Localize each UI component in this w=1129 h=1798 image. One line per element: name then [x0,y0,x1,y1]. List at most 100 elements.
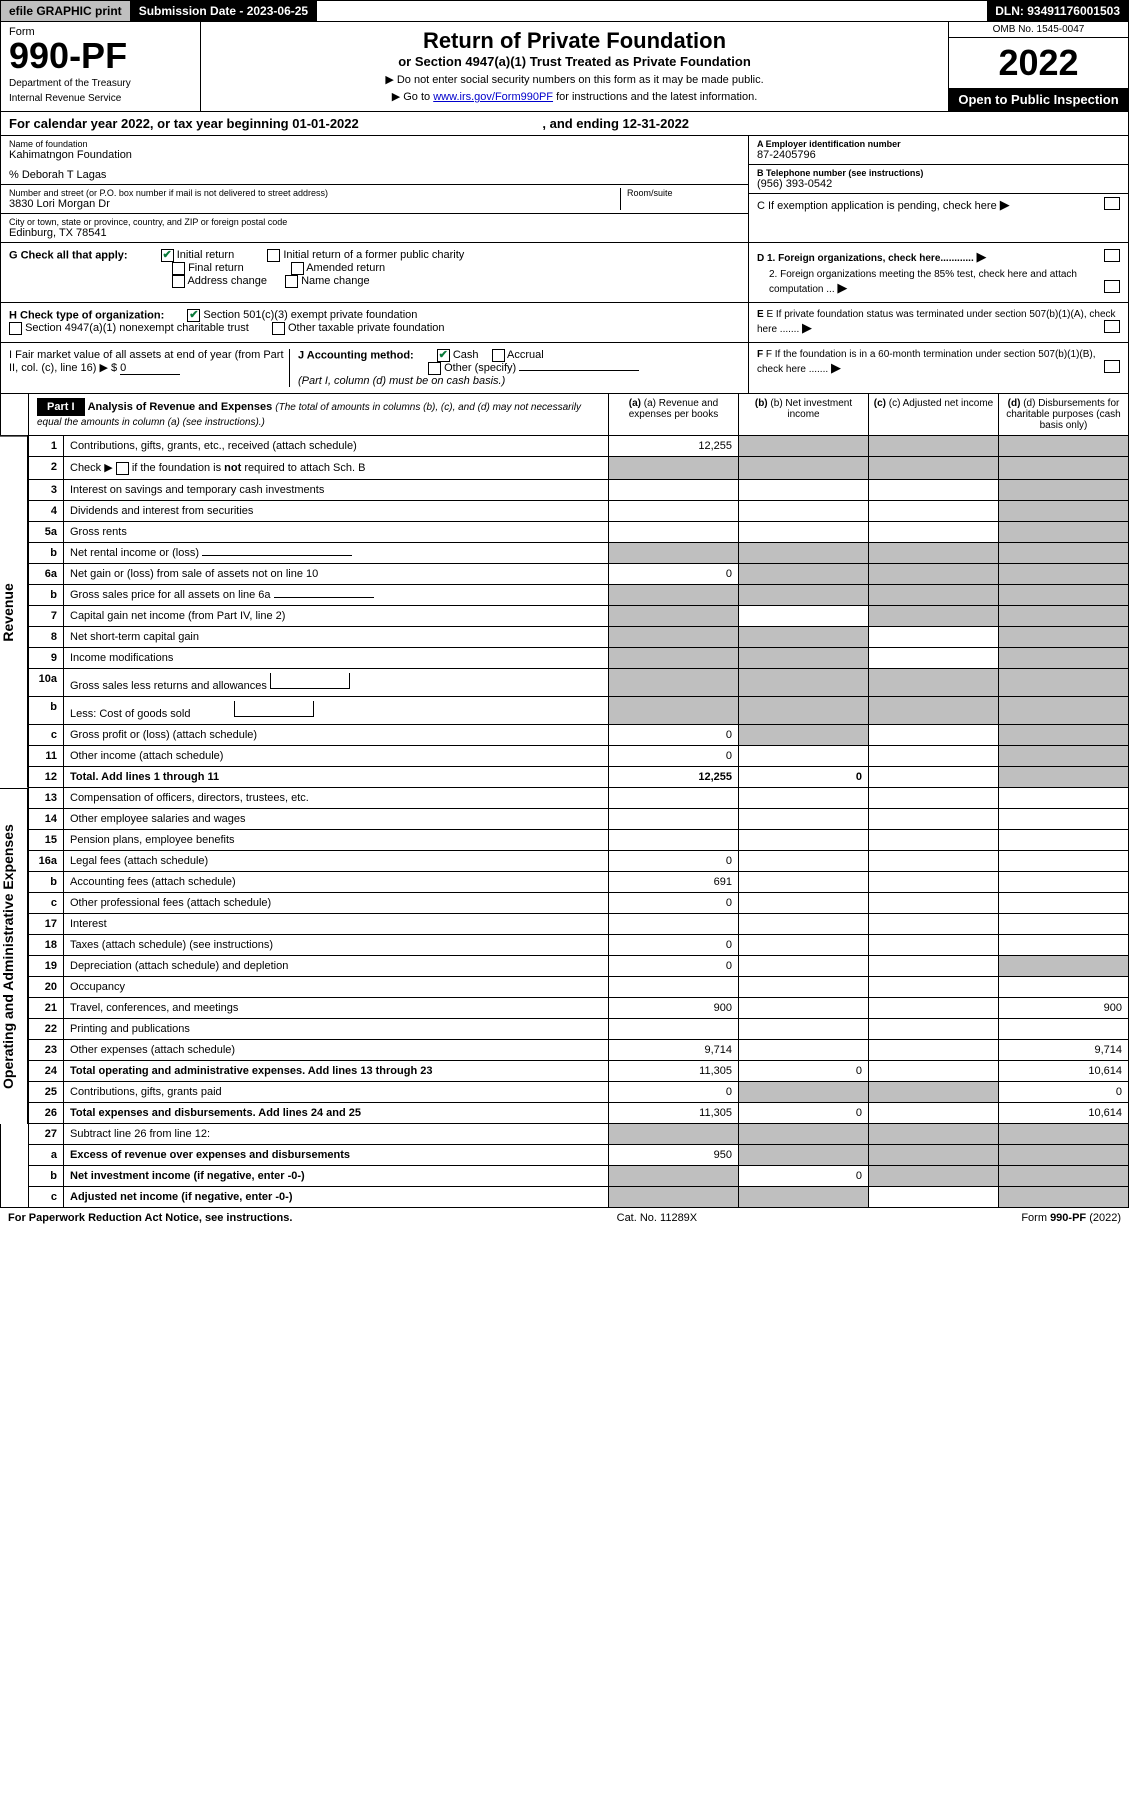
table-row: 22Printing and publications [29,1018,1129,1039]
revenue-label: Revenue [0,436,28,788]
table-row: 6aNet gain or (loss) from sale of assets… [29,563,1129,584]
section-c-checkbox[interactable] [1104,197,1120,210]
table-row: 14Other employee salaries and wages [29,808,1129,829]
final-return-checkbox[interactable] [172,262,185,275]
section-c-label: C If exemption application is pending, c… [757,200,997,212]
j-label: J Accounting method: [298,349,414,361]
table-row: 1Contributions, gifts, grants, etc., rec… [29,436,1129,457]
form-subtitle: or Section 4947(a)(1) Trust Treated as P… [207,54,942,69]
net-section: 27Subtract line 26 from line 12: aExcess… [0,1124,1129,1208]
table-row: bAccounting fees (attach schedule)691 [29,871,1129,892]
cash-checkbox[interactable]: ✔ [437,349,450,362]
d1-checkbox[interactable] [1104,249,1120,262]
footer-mid: Cat. No. 11289X [617,1212,698,1224]
ein: 87-2405796 [757,149,1120,161]
name-label: Name of foundation [9,139,740,149]
city-label: City or town, state or province, country… [9,217,740,227]
501c3-checkbox[interactable]: ✔ [187,309,200,322]
col-c-header: (c) (c) Adjusted net income [868,394,998,435]
foundation-name: Kahimatngon Foundation [9,149,740,161]
table-row: cOther professional fees (attach schedul… [29,892,1129,913]
table-row: bGross sales price for all assets on lin… [29,584,1129,605]
table-row: 2Check ▶ if the foundation is not requir… [29,457,1129,480]
street-address: 3830 Lori Morgan Dr [9,198,620,210]
table-row: 23Other expenses (attach schedule)9,7149… [29,1039,1129,1060]
col-a-header: (a) (a) Revenue and expenses per books [608,394,738,435]
dept-irs: Internal Revenue Service [9,93,192,104]
revenue-section: Revenue 1Contributions, gifts, grants, e… [0,436,1129,788]
table-row: aExcess of revenue over expenses and dis… [29,1144,1129,1165]
part1-title: Analysis of Revenue and Expenses [88,401,273,413]
entity-info: Name of foundation Kahimatngon Foundatio… [0,136,1129,243]
efile-print-button[interactable]: efile GRAPHIC print [1,1,131,21]
table-row: 24Total operating and administrative exp… [29,1060,1129,1081]
col-d-header: (d) (d) Disbursements for charitable pur… [998,394,1128,435]
tax-year: 2022 [949,38,1128,88]
fmv-value: 0 [120,362,180,375]
g-label: G Check all that apply: [9,249,128,261]
table-row: 5aGross rents [29,521,1129,542]
top-bar: efile GRAPHIC print Submission Date - 20… [0,0,1129,22]
table-row: cGross profit or (loss) (attach schedule… [29,724,1129,745]
part1-header-row: Part I Analysis of Revenue and Expenses … [0,394,1129,436]
table-row: 11Other income (attach schedule)0 [29,745,1129,766]
table-row: 15Pension plans, employee benefits [29,829,1129,850]
table-row: 17Interest [29,913,1129,934]
net-table: 27Subtract line 26 from line 12: aExcess… [28,1124,1129,1208]
footer-right: Form 990-PF (2022) [1021,1212,1121,1224]
amended-return-checkbox[interactable] [291,262,304,275]
table-row: 25Contributions, gifts, grants paid00 [29,1081,1129,1102]
dept-treasury: Department of the Treasury [9,78,192,89]
form-header: Form 990-PF Department of the Treasury I… [0,22,1129,112]
table-row: cAdjusted net income (if negative, enter… [29,1186,1129,1207]
table-row: 3Interest on savings and temporary cash … [29,479,1129,500]
ein-label: A Employer identification number [757,139,1120,149]
phone: (956) 393-0542 [757,178,1120,190]
phone-label: B Telephone number (see instructions) [757,168,1120,178]
instructions-link[interactable]: www.irs.gov/Form990PF [433,91,553,103]
section-ij-row: I Fair market value of all assets at end… [0,343,1129,394]
expenses-table: 13Compensation of officers, directors, t… [28,788,1129,1124]
table-row: bNet rental income or (loss) [29,542,1129,563]
revenue-table: 1Contributions, gifts, grants, etc., rec… [28,436,1129,788]
footer-left: For Paperwork Reduction Act Notice, see … [8,1212,292,1224]
initial-former-checkbox[interactable] [267,249,280,262]
h-label: H Check type of organization: [9,309,164,321]
initial-return-checkbox[interactable]: ✔ [161,249,174,262]
f-label: F If the foundation is in a 60-month ter… [757,349,1096,375]
table-row: 19Depreciation (attach schedule) and dep… [29,955,1129,976]
form-title: Return of Private Foundation [207,28,942,54]
part1-label: Part I [37,398,85,416]
f-checkbox[interactable] [1104,360,1120,373]
table-row: 10aGross sales less returns and allowanc… [29,668,1129,696]
calendar-year-row: For calendar year 2022, or tax year begi… [0,112,1129,136]
section-h-row: H Check type of organization: ✔ Section … [0,303,1129,343]
city-state-zip: Edinburg, TX 78541 [9,227,740,239]
page-footer: For Paperwork Reduction Act Notice, see … [0,1208,1129,1228]
accrual-checkbox[interactable] [492,349,505,362]
table-row: 7Capital gain net income (from Part IV, … [29,605,1129,626]
table-row: 20Occupancy [29,976,1129,997]
address-change-checkbox[interactable] [172,275,185,288]
table-row: 16aLegal fees (attach schedule)0 [29,850,1129,871]
table-row: 13Compensation of officers, directors, t… [29,788,1129,809]
expenses-label: Operating and Administrative Expenses [0,788,28,1124]
schb-checkbox[interactable] [116,462,129,475]
table-row: 21Travel, conferences, and meetings90090… [29,997,1129,1018]
open-inspection: Open to Public Inspection [949,88,1128,111]
name-change-checkbox[interactable] [285,275,298,288]
section-g-row: G Check all that apply: ✔ Initial return… [0,243,1129,303]
4947-checkbox[interactable] [9,322,22,335]
other-taxable-checkbox[interactable] [272,322,285,335]
table-row: 9Income modifications [29,647,1129,668]
j-note: (Part I, column (d) must be on cash basi… [298,375,505,387]
col-b-header: (b) (b) Net investment income [738,394,868,435]
table-row: 4Dividends and interest from securities [29,500,1129,521]
expenses-section: Operating and Administrative Expenses 13… [0,788,1129,1124]
d2-checkbox[interactable] [1104,280,1120,293]
table-row: 27Subtract line 26 from line 12: [29,1124,1129,1145]
other-method-checkbox[interactable] [428,362,441,375]
e-checkbox[interactable] [1104,320,1120,333]
instruction-1: ▶ Do not enter social security numbers o… [207,73,942,86]
dln: DLN: 93491176001503 [987,1,1128,21]
